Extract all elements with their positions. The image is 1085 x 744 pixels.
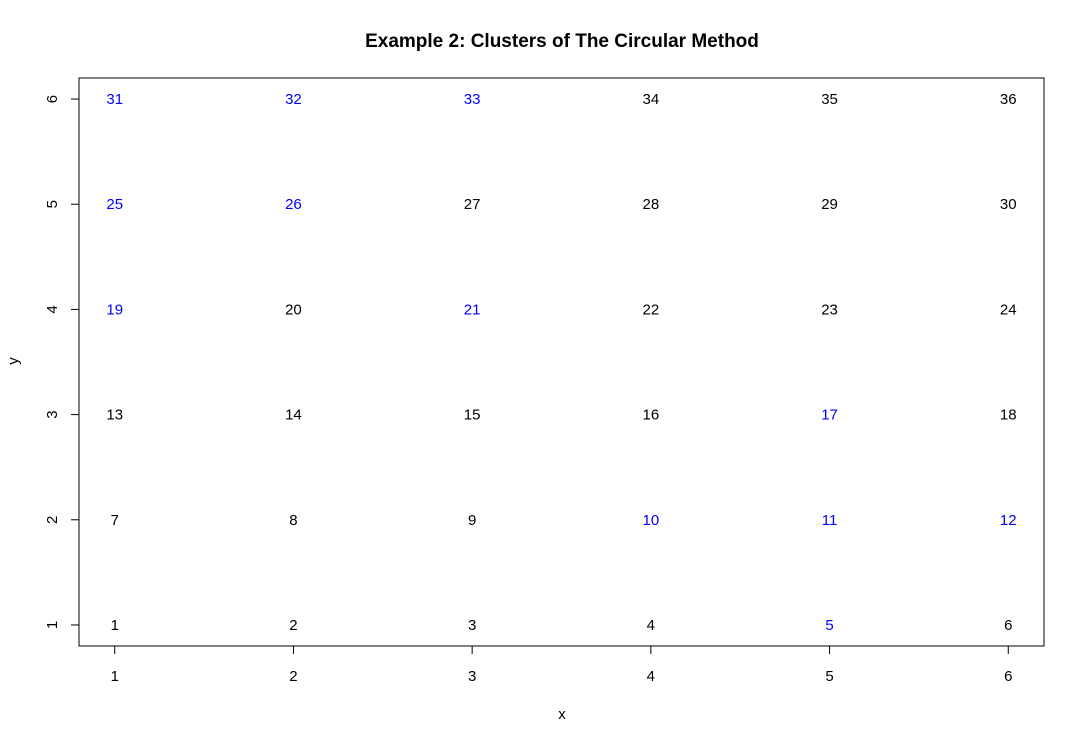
point-label-27: 27 (464, 196, 481, 213)
x-tick-label: 2 (289, 668, 297, 685)
point-label-33: 33 (464, 91, 481, 108)
point-label-5: 5 (825, 617, 833, 634)
point-label-10: 10 (643, 512, 660, 529)
point-label-29: 29 (821, 196, 838, 213)
point-label-25: 25 (106, 196, 123, 213)
point-label-6: 6 (1004, 617, 1012, 634)
point-label-21: 21 (464, 301, 481, 318)
x-tick-label: 5 (825, 668, 833, 685)
plot-frame (78, 77, 1045, 647)
point-label-22: 22 (643, 301, 660, 318)
point-label-16: 16 (643, 407, 660, 424)
y-tick-label: 3 (44, 410, 61, 418)
point-label-19: 19 (106, 301, 123, 318)
x-tick-label: 6 (1004, 668, 1012, 685)
point-label-26: 26 (285, 196, 302, 213)
point-label-8: 8 (289, 512, 297, 529)
point-label-1: 1 (111, 617, 119, 634)
x-axis: 1 2 3 4 5 6 (111, 645, 1012, 685)
y-tick-label: 2 (44, 516, 61, 524)
point-label-30: 30 (1000, 196, 1017, 213)
point-label-32: 32 (285, 91, 302, 108)
point-label-36: 36 (1000, 91, 1017, 108)
y-tick-label: 4 (44, 305, 61, 313)
point-label-9: 9 (468, 512, 476, 529)
point-label-12: 12 (1000, 512, 1017, 529)
y-tick-label: 6 (44, 95, 61, 103)
point-label-28: 28 (643, 196, 660, 213)
y-axis: 1 2 3 4 5 6 (44, 95, 80, 629)
point-label-14: 14 (285, 407, 302, 424)
point-label-17: 17 (821, 407, 838, 424)
point-label-4: 4 (647, 617, 655, 634)
point-label-3: 3 (468, 617, 476, 634)
point-label-23: 23 (821, 301, 838, 318)
point-label-31: 31 (106, 91, 123, 108)
point-label-2: 2 (289, 617, 297, 634)
point-label-7: 7 (111, 512, 119, 529)
point-label-24: 24 (1000, 301, 1017, 318)
chart-title: Example 2: Clusters of The Circular Meth… (365, 31, 759, 52)
point-label-15: 15 (464, 407, 481, 424)
x-tick-label: 4 (647, 668, 655, 685)
point-label-11: 11 (822, 512, 838, 529)
point-label-20: 20 (285, 301, 302, 318)
y-tick-label: 1 (44, 621, 61, 629)
point-label-18: 18 (1000, 407, 1017, 424)
point-label-13: 13 (106, 407, 123, 424)
x-axis-label: x (558, 706, 566, 723)
y-tick-label: 5 (44, 200, 61, 208)
point-label-34: 34 (643, 91, 660, 108)
y-axis-label: y (5, 357, 22, 365)
x-tick-label: 1 (111, 668, 119, 685)
x-tick-label: 3 (468, 668, 476, 685)
point-label-35: 35 (821, 91, 838, 108)
